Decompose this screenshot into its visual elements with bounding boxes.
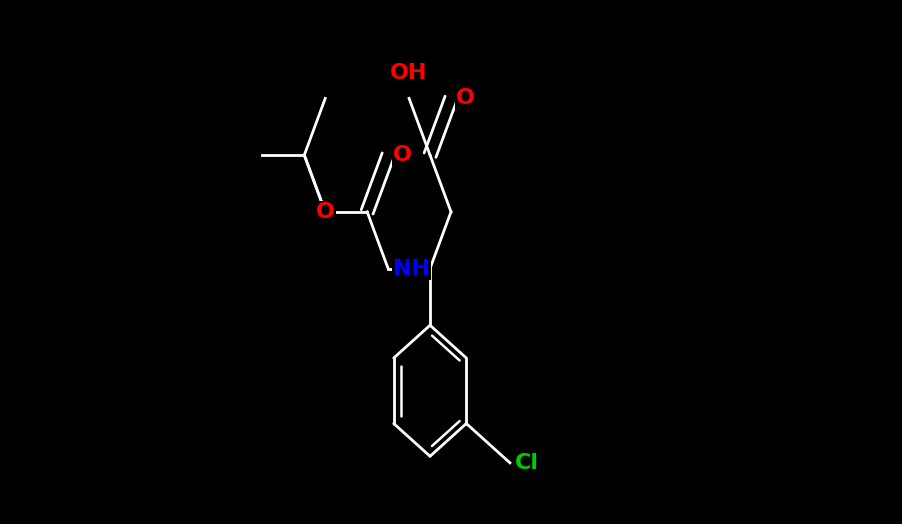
- Text: O: O: [316, 202, 335, 222]
- Text: O: O: [456, 89, 475, 108]
- Text: NH: NH: [393, 258, 430, 279]
- Text: Cl: Cl: [515, 453, 539, 473]
- Text: OH: OH: [391, 63, 428, 83]
- Text: O: O: [393, 145, 412, 165]
